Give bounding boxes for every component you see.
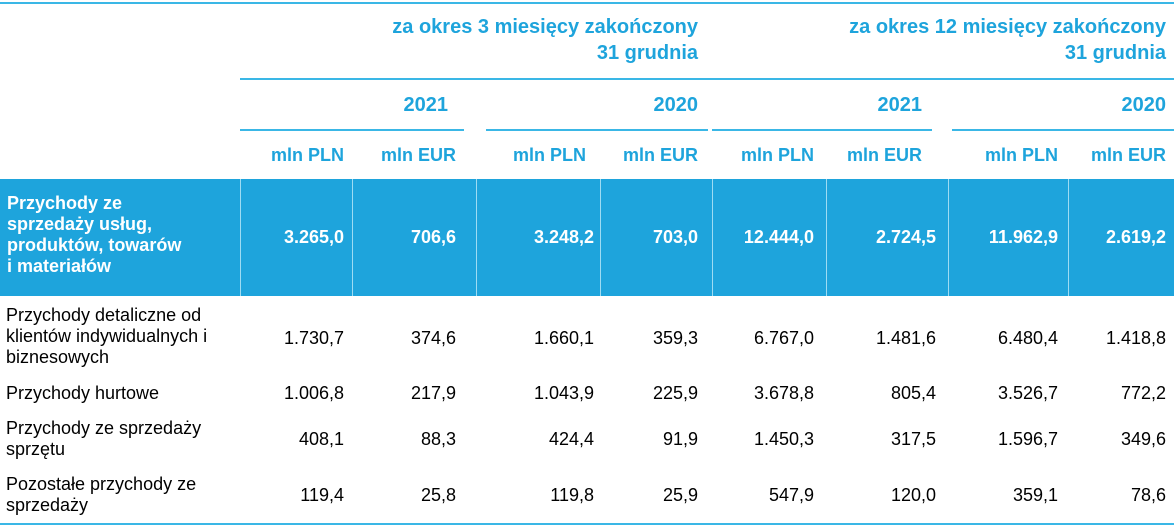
unit-header: mln EUR <box>846 145 922 165</box>
row-label-retail-revenue: Przychody detaliczne od klientów indywid… <box>6 305 236 368</box>
period-header-12m-line2: 31 grudnia <box>1064 42 1166 64</box>
period-divider <box>240 78 1174 80</box>
table-cell: 6.767,0 <box>753 328 814 348</box>
table-cell: 2.724,5 <box>875 227 936 247</box>
table-cell: 1.043,9 <box>533 383 594 403</box>
table-cell: 3.265,0 <box>283 227 344 247</box>
table-cell: 11.962,9 <box>988 227 1058 247</box>
row-label-equipment-revenue: Przychody ze sprzedaży sprzętu <box>6 418 236 460</box>
table-cell: 1.730,7 <box>283 328 344 348</box>
row-label-line: klientów indywidualnych i <box>6 326 208 346</box>
unit-header: mln EUR <box>622 145 698 165</box>
table-cell: 25,8 <box>420 485 456 505</box>
table-cell: 88,3 <box>420 429 456 449</box>
table-cell: 12.444,0 <box>743 227 814 247</box>
table-cell: 1.481,6 <box>875 328 936 348</box>
row-label-line: Pozostałe przychody ze <box>6 474 197 494</box>
top-border <box>0 2 1174 4</box>
highlight-row-background <box>0 179 1174 296</box>
table-cell: 1.006,8 <box>283 383 344 403</box>
year-header: 2021 <box>877 94 923 116</box>
bottom-border <box>0 523 1174 525</box>
year-header: 2020 <box>653 94 699 116</box>
column-separator <box>826 179 827 296</box>
row-label-line: produktów, towarów <box>7 235 182 255</box>
table-cell: 119,4 <box>300 485 344 505</box>
row-label-line: sprzętu <box>6 439 66 459</box>
table-cell: 120,0 <box>890 485 936 505</box>
column-separator <box>1068 179 1069 296</box>
table-cell: 1.596,7 <box>997 429 1058 449</box>
table-cell: 1.660,1 <box>533 328 594 348</box>
row-label-line: Przychody ze <box>7 193 123 213</box>
row-label-line: Przychody detaliczne od <box>6 305 202 325</box>
table-cell: 359,1 <box>1012 485 1058 505</box>
table-cell: 78,6 <box>1130 485 1166 505</box>
row-label-line: sprzedaży <box>6 495 89 515</box>
table-cell: 317,5 <box>890 429 936 449</box>
table-cell: 547,9 <box>768 485 814 505</box>
year-divider <box>952 129 1174 131</box>
year-divider <box>712 129 932 131</box>
table-cell: 3.678,8 <box>753 383 814 403</box>
period-header-3m-line2: 31 grudnia <box>596 42 698 64</box>
table-cell: 225,9 <box>652 383 698 403</box>
table-cell: 91,9 <box>662 429 698 449</box>
table-cell: 374,6 <box>410 328 456 348</box>
row-label-line: i materiałów <box>7 256 112 276</box>
row-label-other-revenue: Pozostałe przychody ze sprzedaży <box>6 474 236 516</box>
column-separator <box>600 179 601 296</box>
unit-header: mln PLN <box>984 145 1058 165</box>
period-header-12m-line1: za okres 12 miesięcy zakończony <box>849 16 1166 38</box>
unit-header: mln EUR <box>1090 145 1166 165</box>
table-cell: 359,3 <box>652 328 698 348</box>
column-separator <box>948 179 949 296</box>
period-header-3m: za okres 3 miesięcy zakończony 31 grudni… <box>240 14 698 66</box>
unit-header: mln PLN <box>512 145 586 165</box>
table-cell: 3.526,7 <box>997 383 1058 403</box>
row-label-total-revenue: Przychody ze sprzedaży usług, produktów,… <box>7 193 237 277</box>
year-divider <box>486 129 708 131</box>
table-cell: 217,9 <box>410 383 456 403</box>
period-header-3m-line1: za okres 3 miesięcy zakończony <box>392 16 698 38</box>
table-cell: 772,2 <box>1120 383 1166 403</box>
row-label-line: sprzedaży usług, <box>7 214 153 234</box>
row-label-line: Przychody hurtowe <box>6 383 160 403</box>
column-separator <box>352 179 353 296</box>
table-cell: 3.248,2 <box>533 227 594 247</box>
row-label-wholesale-revenue: Przychody hurtowe <box>6 383 236 404</box>
table-cell: 424,4 <box>548 429 594 449</box>
table-cell: 25,9 <box>662 485 698 505</box>
table-cell: 349,6 <box>1120 429 1166 449</box>
row-label-line: Przychody ze sprzedaży <box>6 418 202 438</box>
table-cell: 2.619,2 <box>1105 227 1166 247</box>
column-separator <box>712 179 713 296</box>
year-header: 2020 <box>1121 94 1167 116</box>
year-divider <box>240 129 464 131</box>
table-cell: 1.450,3 <box>753 429 814 449</box>
row-label-line: biznesowych <box>6 347 110 367</box>
table-cell: 408,1 <box>298 429 344 449</box>
table-cell: 119,8 <box>550 485 594 505</box>
table-cell: 703,0 <box>652 227 698 247</box>
column-separator <box>476 179 477 296</box>
unit-header: mln PLN <box>270 145 344 165</box>
year-header: 2021 <box>403 94 449 116</box>
column-separator <box>240 179 241 296</box>
unit-header: mln EUR <box>380 145 456 165</box>
table-cell: 1.418,8 <box>1105 328 1166 348</box>
period-header-12m: za okres 12 miesięcy zakończony 31 grudn… <box>712 14 1166 66</box>
table-cell: 805,4 <box>890 383 936 403</box>
table-cell: 706,6 <box>410 227 456 247</box>
table-cell: 6.480,4 <box>997 328 1058 348</box>
unit-header: mln PLN <box>740 145 814 165</box>
